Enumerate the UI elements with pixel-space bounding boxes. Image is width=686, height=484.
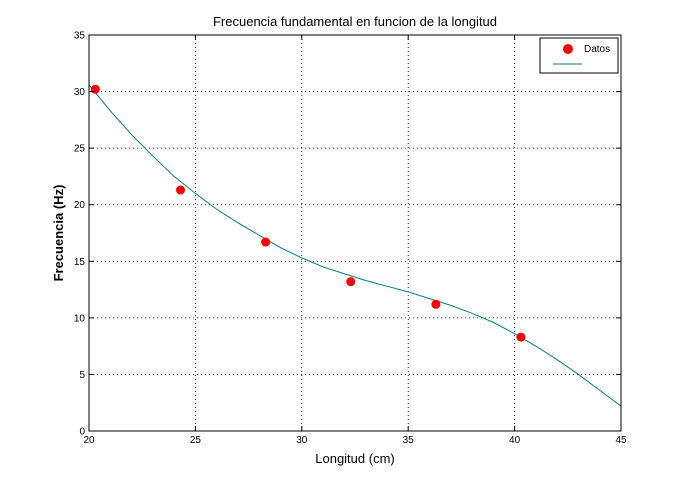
legend: Datos <box>539 37 619 74</box>
x-tick-label: 20 <box>83 435 95 446</box>
fit-curve-layer <box>88 84 622 407</box>
y-tick-label: 30 <box>74 87 86 98</box>
data-point <box>261 237 271 247</box>
fit-curve-line <box>88 84 622 407</box>
legend-box <box>539 37 619 74</box>
legend-marker-datos <box>563 44 573 54</box>
data-point <box>516 332 526 342</box>
y-tick-label: 5 <box>79 370 85 381</box>
y-axis-label: Frecuencia (Hz) <box>51 185 66 282</box>
y-tick-label: 10 <box>74 313 86 324</box>
data-point <box>90 84 100 94</box>
x-tick-label: 45 <box>615 435 627 446</box>
y-tick-label: 20 <box>74 200 86 211</box>
y-tick-label: 25 <box>74 144 86 155</box>
chart-title: Frecuencia fundamental en funcion de la … <box>213 14 497 29</box>
data-markers-layer <box>90 84 526 342</box>
plot-area <box>89 35 621 431</box>
legend-label-datos: Datos <box>584 44 610 55</box>
data-point <box>176 185 186 195</box>
plot-frame <box>88 34 622 432</box>
x-tick-label: 35 <box>403 435 415 446</box>
data-point <box>346 277 356 287</box>
x-tick-label: 30 <box>296 435 308 446</box>
y-tick-label: 35 <box>74 31 86 42</box>
axis-ticks <box>88 34 622 432</box>
y-tick-label: 0 <box>79 427 85 438</box>
x-tick-label: 40 <box>509 435 521 446</box>
y-tick-label: 15 <box>74 257 86 268</box>
data-point <box>431 299 441 309</box>
grid-lines <box>89 35 621 431</box>
x-tick-label: 25 <box>190 435 202 446</box>
axis-tick-labels: 20 25 30 35 40 45 0 5 10 15 20 25 30 35 <box>74 31 627 447</box>
x-axis-label: Longitud (cm) <box>315 451 394 466</box>
